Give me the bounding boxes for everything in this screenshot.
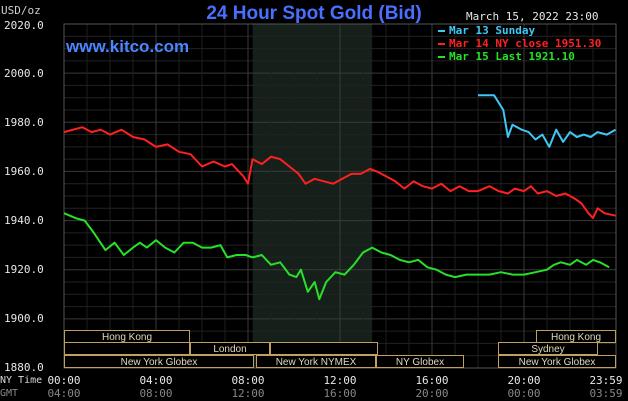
legend-item-mar15: Mar 15 Last 1921.10 <box>438 50 575 63</box>
x-tick-gmt: 00:00 <box>507 387 541 400</box>
x-tick-gmt: 04:00 <box>47 387 81 400</box>
x-tick-ny: 20:00 <box>507 374 541 387</box>
y-tick-label: 1960.0 <box>4 165 44 178</box>
x-tick-ny: 08:00 <box>231 374 265 387</box>
gmt-label: GMT <box>0 388 19 399</box>
x-tick-gmt: 20:00 <box>415 387 449 400</box>
legend-swatch <box>438 56 445 58</box>
x-tick-ny: 00:00 <box>47 374 81 387</box>
legend-label: Mar 14 NY close 1951.30 <box>449 37 602 50</box>
y-tick-label: 1900.0 <box>4 312 44 325</box>
y-tick-label: 1880.0 <box>4 361 44 374</box>
series-line-0 <box>478 94 616 148</box>
x-tick-gmt: 03:59 <box>589 387 623 400</box>
y-tick-label: 2020.0 <box>4 19 44 32</box>
y-tick-label: 1940.0 <box>4 214 44 227</box>
legend-swatch <box>438 43 445 45</box>
session-ny-globex: New York Globex <box>64 355 254 368</box>
y-tick-label: 1980.0 <box>4 116 44 129</box>
session-ny-globex: New York Globex <box>498 355 616 368</box>
ny-time-label: NY Time <box>0 375 43 386</box>
x-tick-ny: 23:59 <box>589 374 623 387</box>
chart-datetime: March 15, 2022 23:00 <box>466 10 599 23</box>
legend-label: Mar 15 Last 1921.10 <box>449 50 575 63</box>
x-tick-ny: 12:00 <box>323 374 357 387</box>
x-tick-gmt: 12:00 <box>231 387 265 400</box>
y-tick-label: 1920.0 <box>4 263 44 276</box>
session-ny-globex: NY Globex <box>376 355 464 368</box>
session-ny-nymex: New York NYMEX <box>256 355 376 368</box>
x-tick-gmt: 08:00 <box>139 387 173 400</box>
session-sydney: Sydney <box>498 342 598 355</box>
series-line-1 <box>63 126 616 220</box>
y-tick-label: 2000.0 <box>4 67 44 80</box>
session-bar <box>270 342 378 355</box>
x-tick-ny: 16:00 <box>415 374 449 387</box>
legend-item-mar14: Mar 14 NY close 1951.30 <box>438 37 601 50</box>
legend-item-mar13: Mar 13 Sunday <box>438 24 535 37</box>
plot-frame <box>63 23 617 369</box>
y-axis-unit: USD/oz <box>1 4 41 17</box>
legend-label: Mar 13 Sunday <box>449 24 536 37</box>
legend-swatch <box>438 30 445 32</box>
series-line-2 <box>63 212 610 301</box>
x-tick-gmt: 16:00 <box>323 387 357 400</box>
website-label: www.kitco.com <box>66 37 190 56</box>
session-london: London <box>190 342 270 355</box>
session-bar <box>64 342 190 355</box>
x-tick-ny: 04:00 <box>139 374 173 387</box>
chart-title: 24 Hour Spot Gold (Bid) <box>206 3 422 24</box>
